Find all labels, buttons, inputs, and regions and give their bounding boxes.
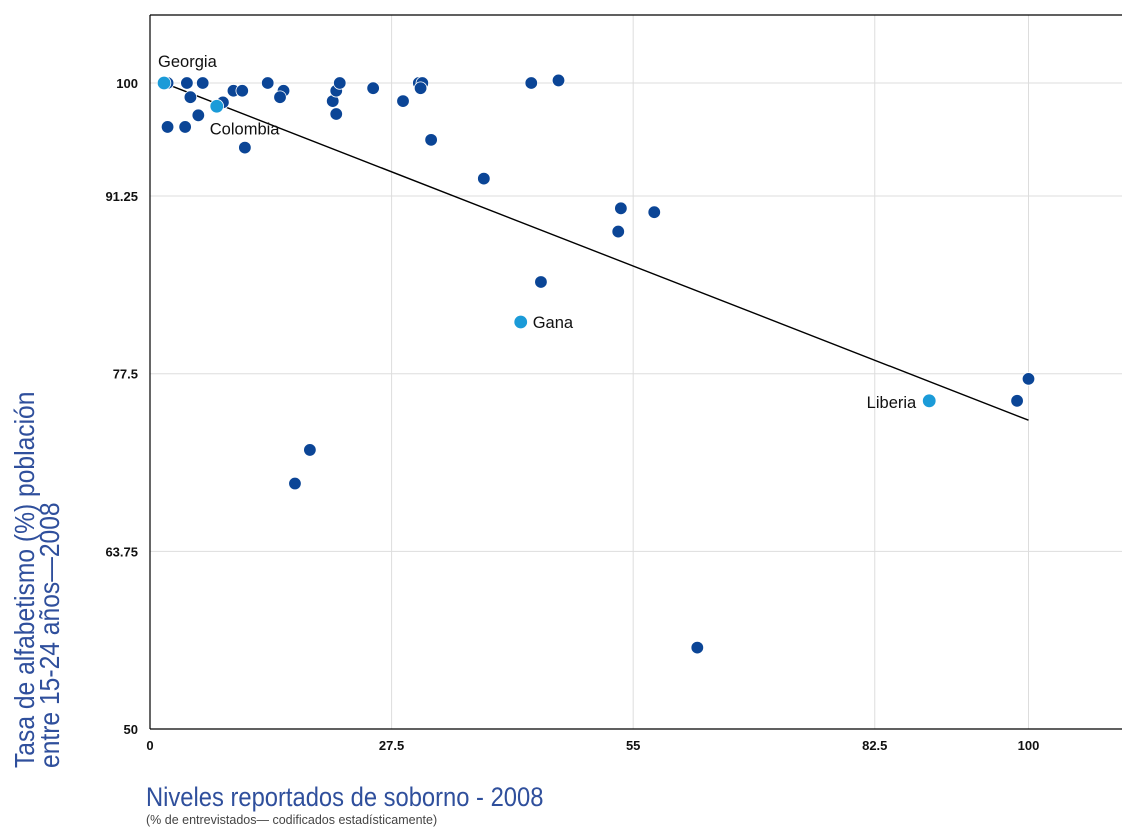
data-point[interactable] — [551, 73, 566, 88]
x-axis-title: Niveles reportados de soborno - 2008 — [146, 783, 543, 813]
data-point[interactable] — [690, 640, 705, 655]
data-point[interactable] — [329, 107, 343, 121]
data-point[interactable] — [477, 171, 491, 186]
y-axis-title: Tasa de alfabetismo (%) población entre … — [9, 392, 66, 768]
data-point[interactable] — [191, 108, 206, 123]
data-point[interactable] — [235, 84, 249, 98]
point-label-gana: Gana — [533, 314, 574, 332]
data-point[interactable] — [396, 94, 410, 108]
data-point[interactable] — [178, 120, 192, 134]
y-axis-title-line-2: entre 15-24 años—2008 — [34, 502, 66, 768]
data-point[interactable] — [647, 205, 661, 219]
data-point[interactable] — [160, 120, 175, 134]
trend-line — [160, 81, 1029, 421]
data-point[interactable] — [273, 90, 287, 104]
y-tick-label: 91.25 — [105, 189, 138, 204]
axes — [149, 14, 1122, 730]
data-point[interactable] — [261, 76, 275, 90]
y-tick-label: 63.75 — [105, 544, 138, 559]
data-point[interactable] — [413, 81, 428, 95]
points — [156, 73, 1036, 655]
data-point[interactable] — [180, 76, 194, 90]
x-tick-label: 27.5 — [379, 738, 404, 753]
x-tick-label: 100 — [1018, 738, 1040, 753]
x-tick-label: 55 — [626, 738, 640, 753]
data-point[interactable] — [534, 275, 548, 289]
tick-labels: 0 27.5 55 82.5 100 50 63.75 77.5 91.25 100 — [105, 76, 1039, 753]
data-point[interactable] — [424, 133, 438, 147]
highlighted-point-colombia[interactable] — [209, 99, 224, 114]
trend-line-group — [160, 81, 1029, 421]
data-point[interactable] — [611, 224, 625, 239]
highlighted-point-liberia[interactable] — [922, 393, 937, 409]
point-label-liberia: Liberia — [867, 394, 917, 412]
data-point[interactable] — [1010, 394, 1024, 408]
highlighted-point-georgia[interactable] — [156, 75, 172, 91]
data-point[interactable] — [288, 476, 302, 491]
y-tick-label: 50 — [124, 722, 138, 737]
data-point[interactable] — [1021, 372, 1036, 386]
data-point[interactable] — [196, 76, 210, 90]
data-point[interactable] — [366, 81, 380, 95]
point-label-colombia: Colombia — [210, 120, 281, 138]
x-tick-label: 82.5 — [862, 738, 887, 753]
data-point[interactable] — [238, 140, 252, 155]
y-tick-label: 77.5 — [113, 367, 138, 382]
data-point[interactable] — [333, 76, 347, 90]
y-axis-title-line-1: Tasa de alfabetismo (%) población — [9, 392, 41, 768]
data-point[interactable] — [303, 443, 317, 457]
data-point[interactable] — [614, 201, 628, 216]
x-axis-subtitle: (% de entrevistados— codificados estadís… — [146, 813, 437, 827]
data-point[interactable] — [183, 90, 198, 104]
x-tick-label: 0 — [146, 738, 153, 753]
point-labels: Georgia Colombia Gana Liberia — [158, 53, 917, 412]
data-point[interactable] — [524, 76, 538, 90]
y-tick-label: 100 — [116, 76, 138, 91]
highlighted-point-gana[interactable] — [513, 314, 528, 330]
grid — [150, 15, 1122, 729]
point-label-georgia: Georgia — [158, 53, 218, 71]
